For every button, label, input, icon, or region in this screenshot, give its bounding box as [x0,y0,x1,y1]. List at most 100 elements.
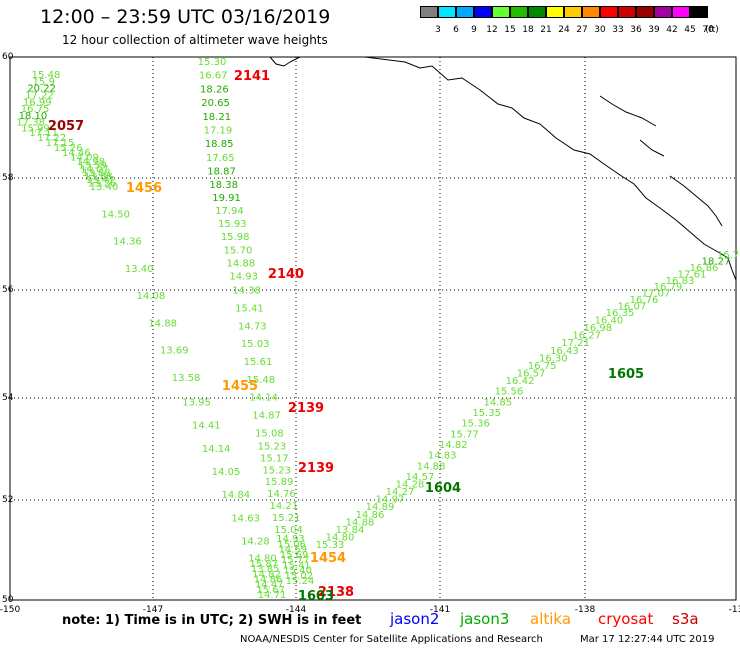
track-c-value: 14.89 [366,502,395,513]
map-frame [9,56,737,601]
lon-label: -138 [575,605,596,615]
track-a-value: 17.15 [46,138,75,149]
pass-time-label: 2139 [298,461,334,476]
legend-label: 36 [630,25,642,35]
track-a-value: 13.95 [182,397,211,408]
track-c-value: 16.75 [528,361,557,372]
track-b-value: 15.70 [224,245,253,256]
track-a-value: 17.22 [25,90,54,101]
track-b-value: 15.30 [198,57,227,68]
legend-label: 6 [453,25,459,35]
pass-time-label: 2139 [288,401,324,416]
legend-swatch [582,6,600,18]
track-a-value: 14.46 [62,148,91,159]
track-a-value: 14.88 [148,318,177,329]
footer-note: note: 1) Time is in UTC; 2) SWH is in fe… [62,613,362,628]
track-c-value: 16.40 [595,316,624,327]
legend-label: 45 [684,25,696,35]
track-b-value: 14.14 [249,393,278,404]
track-b-value: 18.26 [200,84,229,95]
lon-label: -141 [430,605,450,615]
track-b-value: 15.69 [280,550,309,561]
track-b-value: 15.23 [258,442,287,453]
track-b-value: 14.73 [238,321,267,332]
legend-swatch [618,6,636,18]
coastline-fragment [269,56,301,67]
track-c-value: 16.42 [506,376,535,387]
track-b-value: 17.19 [204,125,233,136]
track-a-value: 15.67 [256,585,285,596]
coastline-islands [599,95,723,227]
track-b-value: 14.87 [252,411,281,422]
track-a-value: 14.71 [258,590,287,601]
track-b-value: 15.08 [255,428,284,439]
track-c-value: 14.85 [483,397,512,408]
legend-label: 30 [594,25,606,35]
track-b-value: 15.89 [265,477,294,488]
track-c-value: 15.77 [450,429,479,440]
track-b-value: 17.65 [206,153,235,164]
track-b-value: 14.88 [227,258,256,269]
legend-label: 42 [666,25,678,35]
track-c-value: 14.28 [396,480,425,491]
track-c-value: 16.07 [618,302,647,313]
track-c-value: 14.97 [376,495,405,506]
lat-lon-grid [10,57,736,600]
lon-label: -150 [0,605,20,615]
pass-time-label: 2140 [268,267,304,282]
legend-swatch [474,6,492,18]
track-c-value: 15.36 [461,419,490,430]
track-c-value: 15.33 [316,540,345,551]
lat-label: 60 [2,52,14,62]
track-a-value: 17.22 [37,133,66,144]
lat-label: 52 [2,495,13,505]
lat-label: 58 [2,173,14,183]
track-c-value: 16.79 [654,282,683,293]
lat-label: 54 [2,393,14,403]
track-c-value: 16.35 [606,308,635,319]
track-b-value: 20.65 [201,98,230,109]
legend-swatch [420,6,438,18]
track-b-value: 18.38 [209,180,238,191]
coastline [364,56,737,281]
lon-label: -144 [286,605,307,615]
track-c-value: 16.83 [666,276,695,287]
track-b-value: 19.91 [212,193,241,204]
track-a-value: 13.40 [125,264,154,275]
track-b-value: 15.17 [260,453,289,464]
track-c-value: 14.82 [439,440,468,451]
track-a-value: 14.09 [70,153,99,164]
track-b-value: 15.40 [283,566,312,577]
track-a-value: 15.87 [249,559,278,570]
generation-timestamp: Mar 17 12:27:44 UTC 2019 [580,634,715,645]
legend-label: 24 [558,25,570,35]
track-a-value: 13.58 [172,373,201,384]
track-c-value: 15.56 [495,387,524,398]
track-c-value: 14.88 [417,461,446,472]
pass-time-label: 2138 [318,585,354,600]
track-a-value: 14.07 [80,164,109,175]
satellite-name: s3a [672,610,699,628]
track-c-value: 16.98 [583,323,612,334]
track-b-value: 18.85 [205,139,234,150]
legend-swatch [636,6,654,18]
pass-time-label: 1605 [608,367,644,382]
satellite-name: altika [530,610,572,628]
track-b-value: 14.93 [229,272,258,283]
legend-label: 39 [648,25,660,35]
track-a-value: 14.98 [76,157,105,168]
legend-swatch [528,6,546,18]
track-b-value: 15.61 [244,357,273,368]
track-b-value: 14.93 [276,534,305,545]
track-a-value: 14.63 [231,513,260,524]
satellite-name: jason2 [390,610,440,628]
pass-time-label: 2057 [48,119,84,134]
pass-time-label: 2141 [234,69,270,84]
legend-swatch [690,6,708,18]
track-a-value: 13.88 [82,168,111,179]
track-c-value: 14.88 [346,517,375,528]
lat-label: 50 [2,595,14,605]
track-b-value: 15.93 [218,219,247,230]
track-b-value: 14.21 [269,501,298,512]
